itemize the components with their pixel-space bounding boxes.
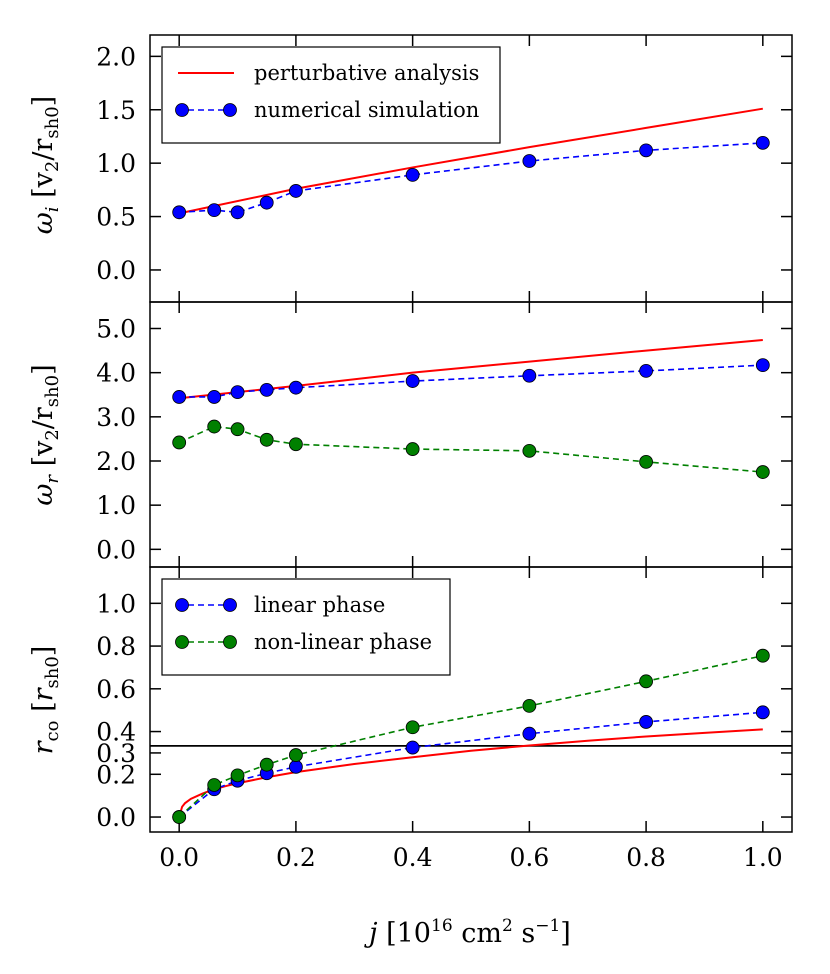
y-tick-label: 0.5 [96,203,136,232]
data-point [755,705,770,720]
y-tick-label: 0.0 [96,256,136,285]
plot-frame [149,566,793,833]
y-tick-label: 0.0 [96,803,136,832]
y-tick-label: 1.0 [96,149,136,178]
data-point [259,195,274,210]
data-point [172,205,187,220]
legend-marker [175,598,189,612]
data-point [230,422,245,437]
data-point [259,757,274,772]
data-point [289,437,303,452]
y-tick-label: 4.0 [96,359,136,388]
legend-label: numerical simulation [254,98,479,122]
series-line [179,364,763,398]
data-point [230,385,245,400]
data-point [639,454,653,469]
legend-label: non-linear phase [254,630,432,654]
data-point [289,184,303,198]
data-point [172,390,187,404]
data-point [639,674,653,689]
data-point [207,419,222,434]
data-point [405,374,420,388]
legend-label: linear phase [254,593,385,617]
x-tick-label: 1.0 [743,843,783,872]
series-line [178,728,763,818]
y-tick-label: 3.0 [96,403,136,432]
data-point [639,143,653,158]
legend-marker [223,598,237,612]
data-point [289,759,303,774]
y-tick-label: 1.5 [96,96,136,125]
y-tick-label: 0.3 [96,739,136,768]
y-tick-label: 1.0 [96,589,136,618]
ylabel-omega-r: ωr [v2/rsh0] [28,364,63,505]
panel-omega-i: 0.0 0.5 1.0 1.5 2.0 perturbative analysis nume… [96,34,793,303]
legend-marker [175,103,189,117]
data-point [230,205,245,220]
panel-omega-r: 0.0 1.0 2.0 3.0 4.0 5.0 [96,301,793,568]
data-point [755,465,770,479]
data-point [405,740,420,755]
legend-marker [175,635,189,649]
y-tick-label: 0.4 [96,718,136,747]
data-point [639,363,653,378]
data-point [755,648,770,663]
data-point [230,768,245,783]
data-point [259,432,274,447]
data-point [405,720,420,735]
x-tick-label: 0.0 [159,843,199,872]
y-tick-label: 5.0 [96,315,136,344]
data-point [522,443,537,458]
x-tick-label: 0.6 [509,843,549,872]
data-point [522,368,537,383]
data-point [259,382,274,397]
y-tick-label: 1.0 [96,491,136,520]
plot-frame [149,301,793,568]
y-tick-label: 0.2 [96,760,136,789]
data-point [172,810,187,824]
data-point [405,442,420,456]
data-point [207,390,222,404]
legend-marker [223,103,237,117]
y-tick-label: 0.0 [96,535,136,564]
series-line [178,107,763,215]
x-tick-label: 0.2 [276,843,316,872]
data-point [639,715,653,729]
data-point [405,168,420,182]
xlabel: j [1016 cm2 s−1] [364,916,571,949]
data-point [522,699,537,713]
y-tick-label: 2.0 [96,447,136,476]
data-point [207,203,222,218]
data-point [522,726,537,741]
data-point [755,358,770,373]
series-line [178,711,763,818]
y-tick-label: 0.8 [96,632,136,661]
data-point [289,748,303,762]
x-tick-label: 0.8 [626,843,666,872]
data-point [289,380,303,395]
ylabel-omega-i: ωi [v2/rsh0] [28,96,63,234]
panel-rco: 0.00.20.30.40.60.81.00.0 0.2 0.4 0.6 0.8 1.0l… [96,566,793,872]
legend-label: perturbative analysis [254,61,479,85]
legend-box [161,578,451,676]
legend-marker [223,635,237,649]
panels: 0.0 0.5 1.0 1.5 2.0 perturbative analysis nume… [96,34,793,872]
data-point [755,135,770,150]
data-point [207,778,222,792]
x-tick-label: 0.4 [393,843,433,872]
ylabel-rco: rco [rsh0] [28,646,63,755]
series-line [179,338,763,400]
legend-box [161,46,501,144]
data-point [522,154,537,168]
data-point [172,435,187,450]
y-tick-label: 2.0 [96,42,136,71]
y-tick-label: 0.6 [96,675,136,704]
series-line [178,654,763,818]
